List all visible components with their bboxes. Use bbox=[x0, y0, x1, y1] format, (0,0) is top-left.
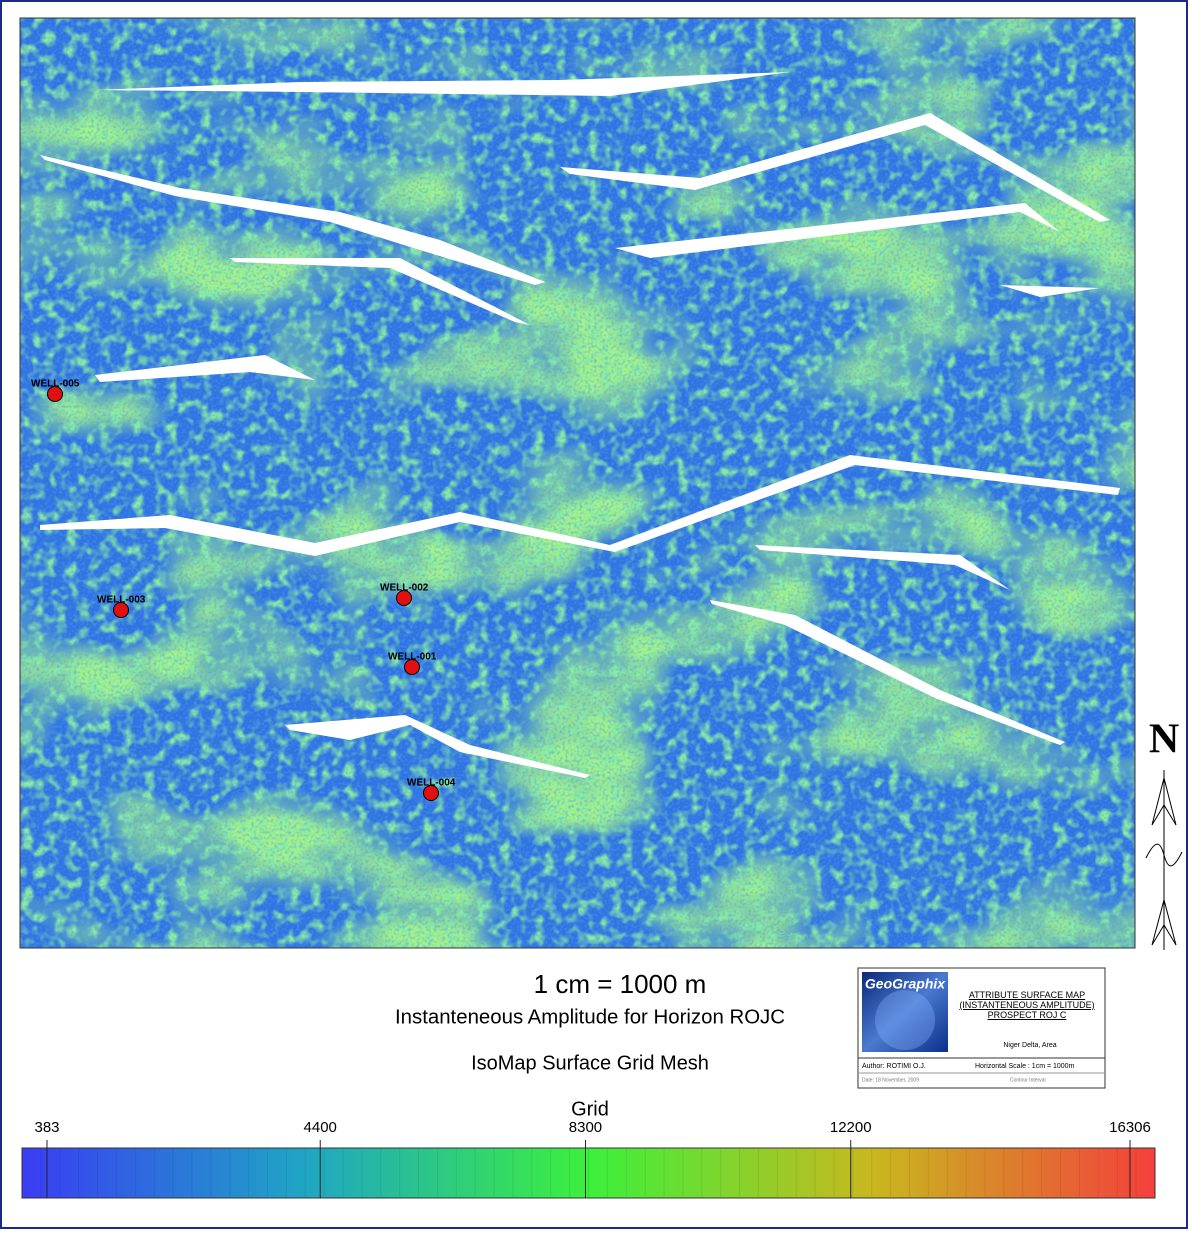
caption: Instanteneous Amplitude for Horizon ROJC bbox=[395, 1006, 785, 1028]
well-label: WELL-004 bbox=[407, 778, 456, 789]
well-label: WELL-005 bbox=[31, 379, 80, 390]
colorbar: 383 4400 8300 12200 16306 bbox=[22, 1119, 1155, 1198]
map-texture bbox=[20, 18, 1135, 948]
contour: Contour Interval bbox=[1010, 1077, 1046, 1083]
well-label: WELL-002 bbox=[380, 583, 429, 594]
area: Niger Delta, Area bbox=[1003, 1042, 1056, 1049]
title-block: GeoGraphix ATTRIBUTE SURFACE MAP (INSTAN… bbox=[858, 968, 1105, 1088]
colorbar-tick-label: 4400 bbox=[304, 1119, 337, 1136]
logo-text: GeoGraphix bbox=[865, 976, 946, 992]
logo-globe bbox=[875, 990, 935, 1050]
colorbar-tick-label: 383 bbox=[34, 1119, 59, 1136]
well-label: WELL-003 bbox=[97, 595, 146, 606]
page: WELL-005 WELL-003 WELL-002 WELL-001 WELL-004… bbox=[0, 0, 1188, 1229]
title-holder: ATTRIBUTE SURFACE MAP (INSTANTENEOUS AMP… bbox=[952, 990, 1102, 1038]
colorbar-tick-label: 12200 bbox=[830, 1119, 872, 1136]
scale-text: 1 cm = 1000 m bbox=[534, 969, 707, 999]
author: Author: ROTIMI O.J. bbox=[862, 1063, 926, 1070]
north-arrow: N bbox=[1146, 717, 1182, 950]
title-block-title: ATTRIBUTE SURFACE MAP (INSTANTENEOUS AMP… bbox=[952, 990, 1102, 1020]
well-label: WELL-001 bbox=[388, 652, 437, 663]
north-label: N bbox=[1149, 717, 1179, 763]
colorbar-tick-label: 8300 bbox=[569, 1119, 602, 1136]
map: WELL-005 WELL-003 WELL-002 WELL-001 WELL-004 bbox=[20, 18, 1135, 948]
date: Date: 18 November, 2009 bbox=[862, 1077, 919, 1083]
grid-label: Grid bbox=[571, 1098, 609, 1120]
colorbar-tick-label: 16306 bbox=[1109, 1119, 1151, 1136]
subcaption: IsoMap Surface Grid Mesh bbox=[471, 1052, 709, 1074]
horizontal-scale: Horizontal Scale : 1cm = 1000m bbox=[975, 1063, 1075, 1070]
